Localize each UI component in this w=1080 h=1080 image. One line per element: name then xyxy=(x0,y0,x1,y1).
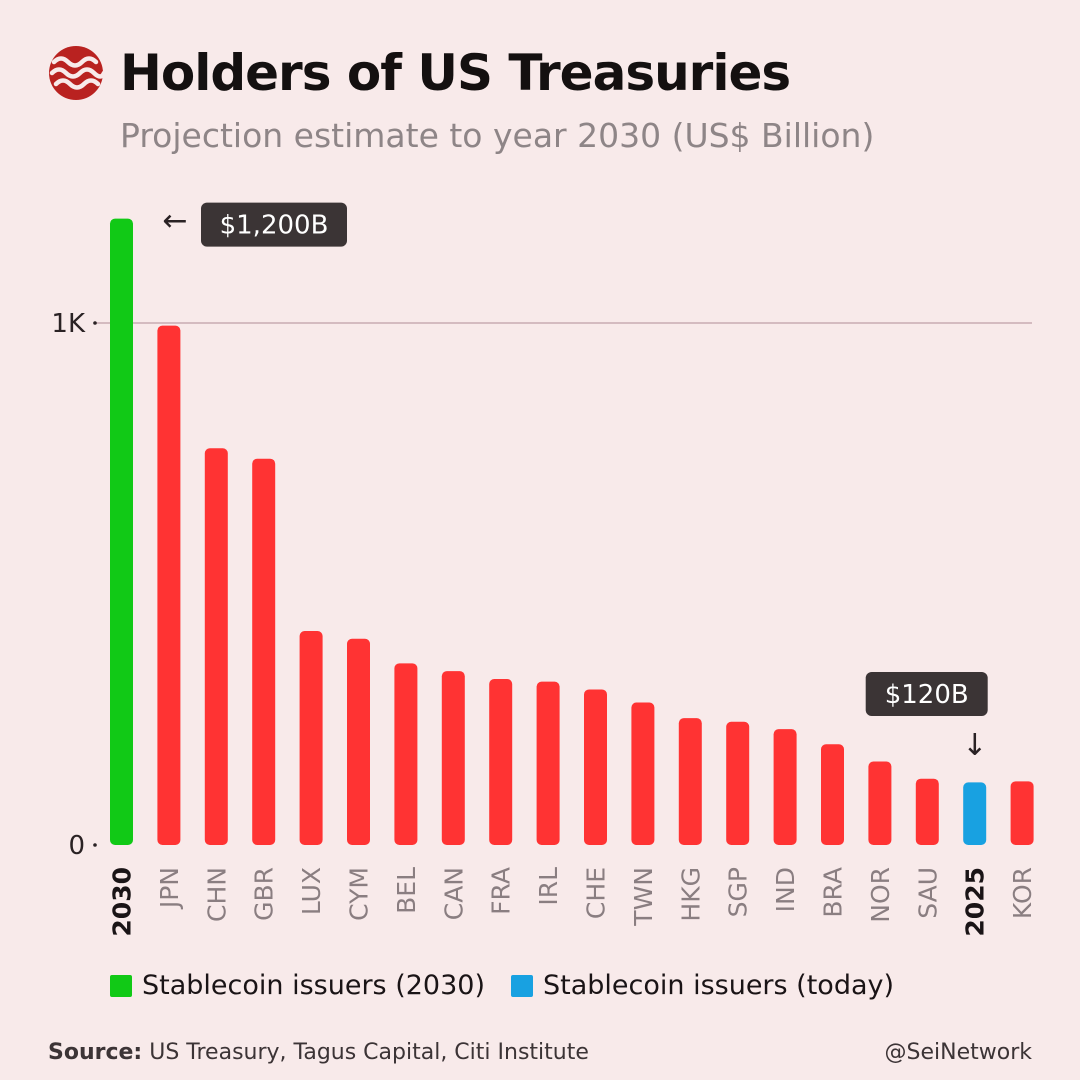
legend-label-2030: Stablecoin issuers (2030) xyxy=(142,970,485,1001)
x-tick-label-twn: TWN xyxy=(629,867,658,927)
y-tick-label: 1K xyxy=(51,309,86,339)
annotation-arrow-down: ↓ xyxy=(962,728,987,763)
bar-kor xyxy=(1010,781,1034,845)
bar-hkg xyxy=(678,718,702,845)
bar-chn xyxy=(204,448,228,845)
bar-can xyxy=(441,671,465,845)
source-note: Source: US Treasury, Tagus Capital, Citi… xyxy=(48,1040,589,1065)
x-tick-label-bra: BRA xyxy=(819,867,848,918)
annotation-box-1200 xyxy=(201,202,347,247)
x-tick-label-cym: CYM xyxy=(345,867,374,921)
chart-subtitle: Projection estimate to year 2030 (US$ Bi… xyxy=(120,116,875,155)
x-tick-label-bel: BEL xyxy=(392,867,421,914)
annotation-label-120: $120B xyxy=(885,680,969,710)
source-text: US Treasury, Tagus Capital, Citi Institu… xyxy=(149,1040,589,1065)
legend-swatch-2030 xyxy=(110,974,132,997)
x-tick-label-2030: 2030 xyxy=(108,867,137,937)
legend-swatch-today xyxy=(510,974,533,997)
y-tick-dot xyxy=(93,843,97,847)
social-handle: @SeiNetwork xyxy=(884,1040,1032,1065)
bar-irl xyxy=(536,681,560,845)
y-tick-dot xyxy=(93,321,97,325)
x-tick-label-kor: KOR xyxy=(1008,867,1037,919)
title-row: Holders of US Treasuries xyxy=(48,44,1048,102)
bar-sau xyxy=(915,778,939,845)
bar-gbr xyxy=(252,458,276,845)
bar-cym xyxy=(347,638,370,845)
bar-bra xyxy=(821,744,844,845)
footer: Source: US Treasury, Tagus Capital, Citi… xyxy=(48,1040,1032,1065)
x-tick-label-irl: IRL xyxy=(534,867,563,906)
x-tick-label-fra: FRA xyxy=(487,867,516,915)
y-tick-label: 0 xyxy=(68,831,85,861)
x-tick-label-lux: LUX xyxy=(297,867,326,915)
bar-bel xyxy=(394,663,418,845)
x-tick-label-hkg: HKG xyxy=(676,867,705,922)
chart-title: Holders of US Treasuries xyxy=(120,44,791,102)
x-tick-label-jpn: JPN xyxy=(155,867,184,910)
annotation-arrow-left: ← xyxy=(162,204,187,239)
legend-label-today: Stablecoin issuers (today) xyxy=(542,970,895,1001)
bar-che xyxy=(584,689,607,845)
x-tick-label-sau: SAU xyxy=(913,867,942,919)
bar-chart: 0 1K 2030 JPN CHN GBR LUX CYM BEL CAN FRA IRL CHE TWN… xyxy=(51,202,1037,937)
bar-jpn xyxy=(157,325,181,845)
legend: Stablecoin issuers (2030) Stablecoin iss… xyxy=(110,970,920,1001)
x-tick-label-che: CHE xyxy=(582,867,611,919)
annotation-label-1200: $1,200B xyxy=(220,211,329,241)
bar-2025 xyxy=(963,782,987,845)
bar-fra xyxy=(489,679,513,845)
bar-sgp xyxy=(726,721,750,845)
x-tick-label-gbr: GBR xyxy=(250,867,279,921)
source-label: Source: xyxy=(48,1040,143,1065)
x-tick-label-2025: 2025 xyxy=(961,867,990,937)
x-tick-label-chn: CHN xyxy=(202,867,231,922)
legend-item-stablecoin-today: Stablecoin issuers (today) xyxy=(510,970,895,1001)
sei-wave-icon xyxy=(49,46,104,100)
x-tick-label-sgp: SGP xyxy=(724,867,753,917)
bar-ind xyxy=(773,729,797,845)
bar-twn xyxy=(631,702,655,845)
x-tick-label-nor: NOR xyxy=(866,867,895,923)
bar-2030 xyxy=(110,218,133,846)
legend-item-stablecoin-2030: Stablecoin issuers (2030) xyxy=(110,970,485,1001)
bar-nor xyxy=(868,761,892,845)
annotation-box-120 xyxy=(865,672,988,716)
header: Holders of US Treasuries Projection esti… xyxy=(48,44,1048,155)
x-tick-label-ind: IND xyxy=(771,867,800,912)
x-tick-label-can: CAN xyxy=(439,867,468,920)
bar-lux xyxy=(299,630,323,845)
